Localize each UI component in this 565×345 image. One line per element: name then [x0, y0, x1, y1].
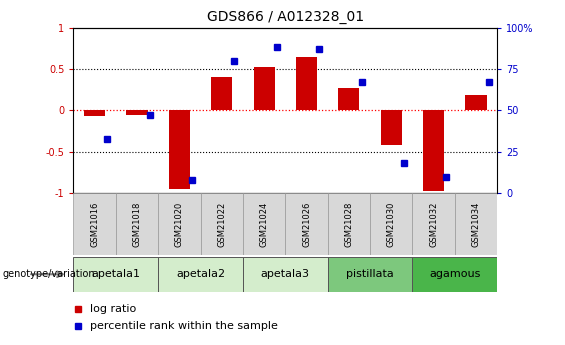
- Text: GDS866 / A012328_01: GDS866 / A012328_01: [207, 10, 364, 24]
- Bar: [84, 110, 105, 116]
- Text: GSM21028: GSM21028: [345, 201, 353, 247]
- Text: GSM21026: GSM21026: [302, 201, 311, 247]
- Text: GSM21034: GSM21034: [472, 201, 480, 247]
- Bar: [73, 257, 158, 292]
- Text: GSM21018: GSM21018: [133, 201, 141, 247]
- Text: GSM21022: GSM21022: [218, 201, 226, 247]
- Bar: [381, 110, 402, 145]
- Bar: [466, 95, 486, 110]
- Bar: [455, 193, 497, 255]
- Bar: [370, 193, 412, 255]
- Bar: [412, 257, 497, 292]
- Bar: [169, 110, 190, 189]
- Text: GSM21030: GSM21030: [387, 201, 396, 247]
- Bar: [211, 77, 232, 110]
- Bar: [296, 57, 317, 110]
- Bar: [423, 110, 444, 191]
- Bar: [127, 110, 147, 115]
- Bar: [158, 193, 201, 255]
- Text: GSM21032: GSM21032: [429, 201, 438, 247]
- Text: GSM21020: GSM21020: [175, 201, 184, 247]
- Bar: [201, 193, 243, 255]
- Bar: [243, 257, 328, 292]
- Text: pistillata: pistillata: [346, 269, 394, 279]
- Text: percentile rank within the sample: percentile rank within the sample: [90, 321, 279, 331]
- Text: apetala3: apetala3: [261, 269, 310, 279]
- Bar: [116, 193, 158, 255]
- Text: apetala1: apetala1: [92, 269, 140, 279]
- Bar: [328, 257, 412, 292]
- Bar: [73, 193, 116, 255]
- Bar: [158, 257, 243, 292]
- Bar: [328, 193, 370, 255]
- Text: GSM21024: GSM21024: [260, 201, 268, 247]
- Text: genotype/variation: genotype/variation: [3, 269, 95, 279]
- Text: log ratio: log ratio: [90, 304, 137, 314]
- Bar: [254, 67, 275, 110]
- Text: apetala2: apetala2: [176, 269, 225, 279]
- Bar: [285, 193, 328, 255]
- Bar: [412, 193, 455, 255]
- Bar: [338, 88, 359, 110]
- Text: GSM21016: GSM21016: [90, 201, 99, 247]
- Bar: [243, 193, 285, 255]
- Text: agamous: agamous: [429, 269, 480, 279]
